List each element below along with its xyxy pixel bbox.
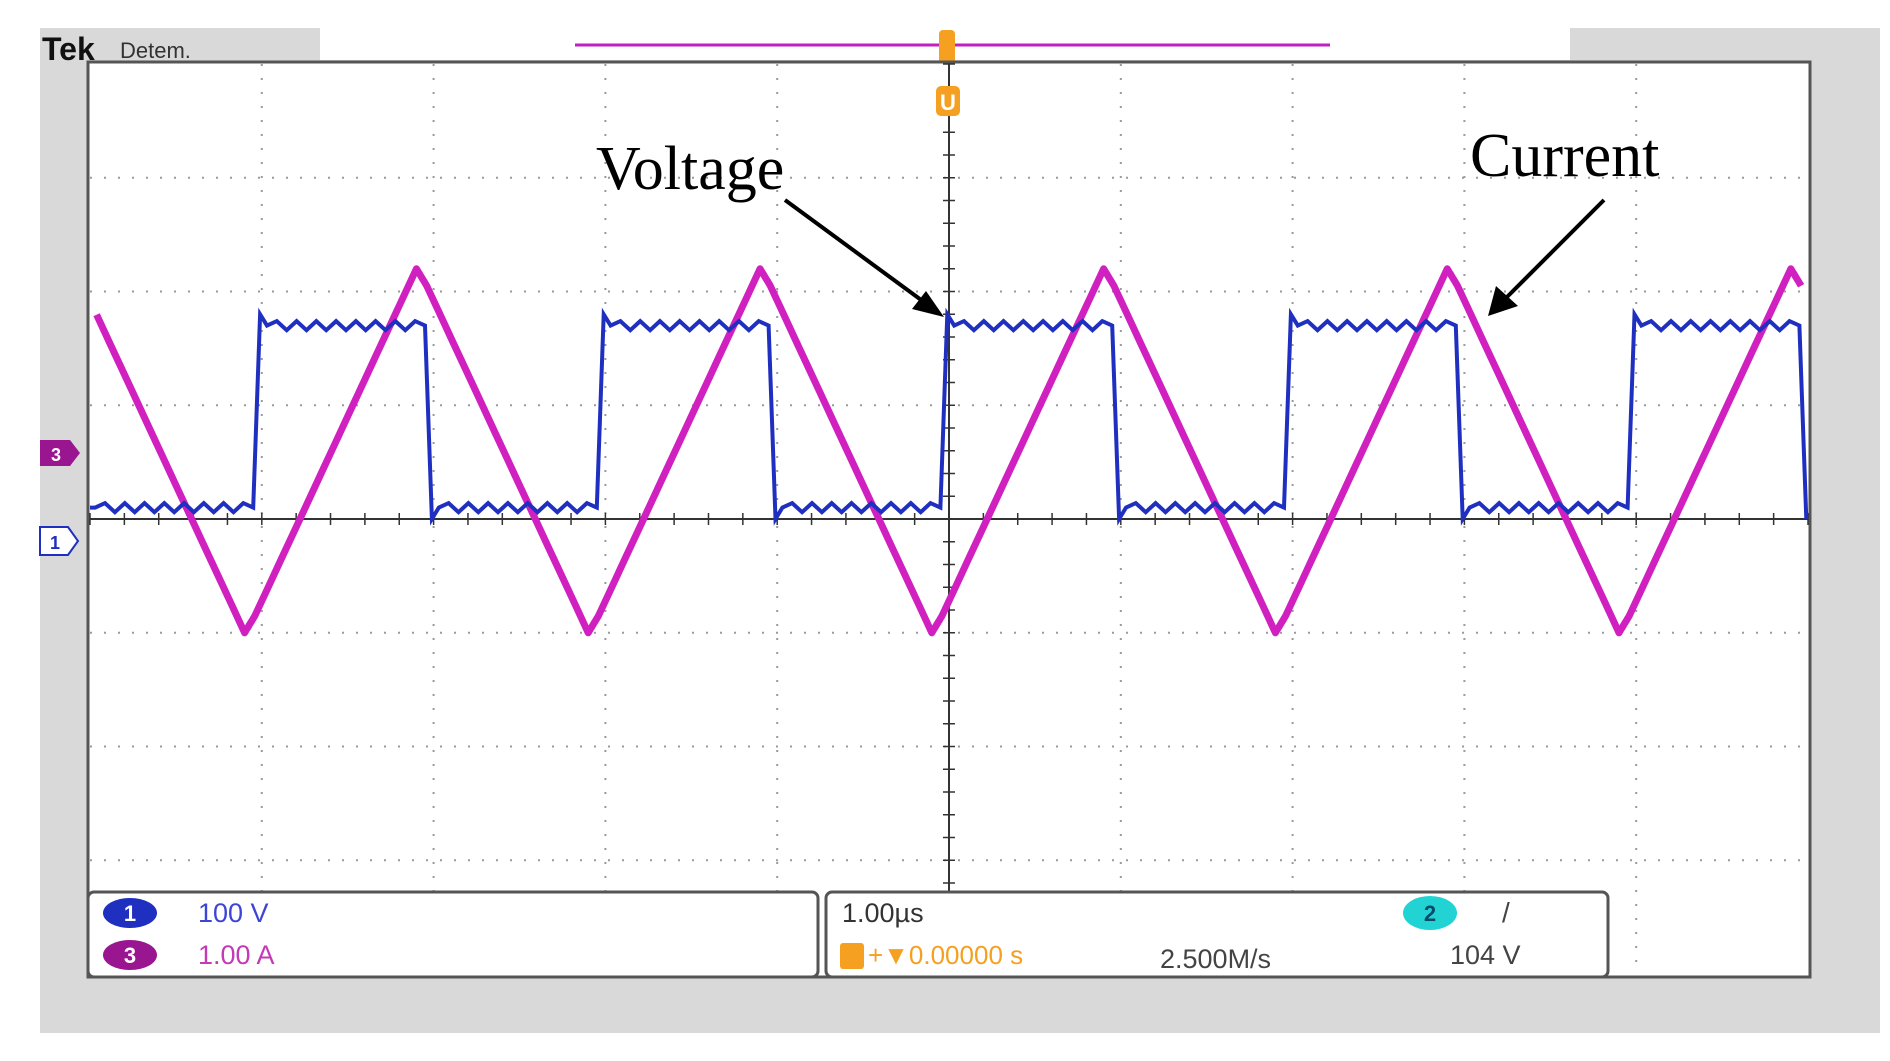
ch1-badge bbox=[103, 898, 157, 928]
trigger-time-icon bbox=[840, 943, 864, 969]
current-arrow-line bbox=[1500, 198, 1606, 304]
current-trace bbox=[93, 265, 1805, 637]
sample-rate: 2.500M/s bbox=[1160, 944, 1271, 974]
voltage-arrow-line bbox=[783, 198, 930, 307]
graticule-grid bbox=[89, 63, 1809, 975]
brand-label: Tek bbox=[42, 31, 95, 67]
ch3-marker-label: 3 bbox=[51, 445, 61, 465]
trigger-level: 104 V bbox=[1450, 940, 1521, 970]
ch3-scale: 1.00 A bbox=[198, 940, 275, 970]
ch1-badge-number: 1 bbox=[124, 901, 136, 926]
ch1-ground-marker: 1 bbox=[39, 526, 80, 556]
ch3-ground-marker: 3 bbox=[40, 440, 80, 466]
ch2-badge-number: 2 bbox=[1424, 901, 1436, 926]
ch1-marker-label: 1 bbox=[50, 533, 60, 553]
current-arrow-head bbox=[1488, 286, 1518, 316]
trigger-position-marker bbox=[939, 30, 955, 68]
acquisition-status: Detem. bbox=[120, 38, 191, 63]
ch3-badge bbox=[103, 940, 157, 970]
time-per-division: 1.00µs bbox=[842, 898, 924, 928]
trigger-time-offset: +▼0.00000 s bbox=[868, 940, 1023, 970]
trigger-marker-label: U bbox=[940, 90, 956, 115]
ch1-scale: 100 V bbox=[198, 898, 269, 928]
trigger-level-marker: U bbox=[936, 86, 960, 116]
voltage-arrow-head bbox=[912, 291, 944, 317]
ch2-trigger-badge bbox=[1403, 896, 1457, 930]
ch3-badge-number: 3 bbox=[124, 943, 136, 968]
voltage-trace bbox=[90, 307, 1809, 526]
trigger-slope: / bbox=[1502, 897, 1510, 928]
current-annotation: Current bbox=[1470, 122, 1659, 190]
channel-readout-box bbox=[86, 890, 820, 979]
voltage-annotation: Voltage bbox=[596, 135, 784, 203]
